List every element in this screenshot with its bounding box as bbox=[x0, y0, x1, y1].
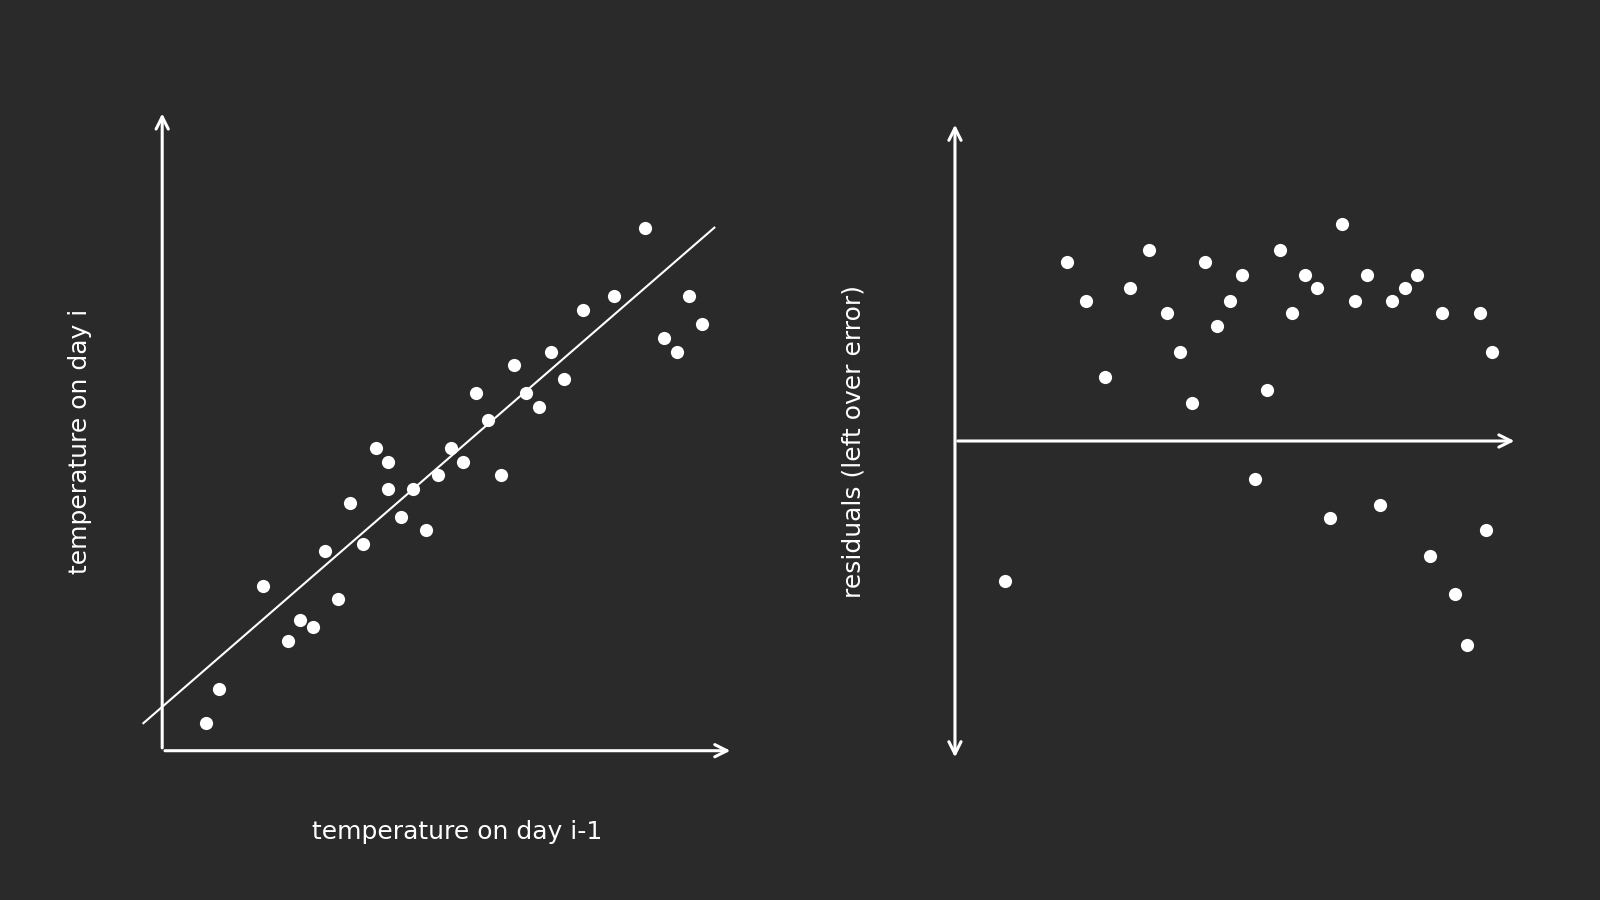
Point bbox=[312, 544, 338, 558]
Point bbox=[1480, 345, 1506, 359]
Point bbox=[1392, 281, 1418, 295]
Point bbox=[992, 574, 1018, 589]
Point bbox=[501, 358, 526, 373]
Point bbox=[539, 345, 565, 359]
Point bbox=[1418, 549, 1443, 563]
Point bbox=[462, 385, 488, 400]
Point bbox=[526, 400, 552, 414]
Point bbox=[664, 345, 690, 359]
Point bbox=[1366, 498, 1392, 512]
Point bbox=[1254, 382, 1280, 397]
Point bbox=[1054, 255, 1080, 269]
Point bbox=[400, 482, 426, 497]
Point bbox=[1136, 242, 1162, 256]
Point bbox=[376, 482, 402, 497]
Point bbox=[1317, 510, 1342, 525]
Point bbox=[275, 634, 301, 648]
Point bbox=[1474, 523, 1499, 537]
Point bbox=[475, 413, 501, 428]
Point bbox=[299, 619, 325, 634]
Point bbox=[570, 303, 595, 318]
Point bbox=[677, 289, 702, 303]
Point bbox=[602, 289, 627, 303]
Point bbox=[413, 523, 438, 537]
Point bbox=[363, 441, 389, 455]
Point bbox=[1293, 268, 1318, 283]
Point bbox=[1155, 306, 1181, 320]
Text: residuals (left over error): residuals (left over error) bbox=[842, 284, 866, 598]
Point bbox=[1379, 293, 1405, 308]
Point bbox=[338, 496, 363, 510]
Point bbox=[1218, 293, 1243, 308]
Point bbox=[632, 220, 658, 235]
Point bbox=[1467, 306, 1493, 320]
Point bbox=[651, 330, 677, 345]
Point bbox=[550, 372, 576, 386]
Point bbox=[1429, 306, 1454, 320]
Point bbox=[325, 592, 350, 607]
Point bbox=[376, 454, 402, 469]
Point bbox=[1405, 268, 1430, 283]
Point bbox=[488, 468, 514, 482]
Point bbox=[451, 454, 477, 469]
Point bbox=[1179, 395, 1205, 410]
Point bbox=[1074, 293, 1099, 308]
Point bbox=[1454, 638, 1480, 652]
Point bbox=[690, 317, 715, 331]
Point bbox=[1342, 293, 1368, 308]
Text: temperature on day i: temperature on day i bbox=[67, 309, 93, 573]
Text: temperature on day i-1: temperature on day i-1 bbox=[312, 820, 603, 844]
Point bbox=[1117, 281, 1142, 295]
Point bbox=[194, 716, 219, 731]
Point bbox=[1442, 587, 1467, 601]
Point bbox=[1330, 217, 1355, 231]
Point bbox=[1229, 268, 1254, 283]
Point bbox=[1166, 345, 1192, 359]
Point bbox=[1205, 319, 1230, 333]
Point bbox=[350, 537, 376, 552]
Point bbox=[514, 385, 539, 400]
Point bbox=[387, 509, 413, 524]
Point bbox=[206, 681, 232, 696]
Point bbox=[1304, 281, 1330, 295]
Point bbox=[438, 441, 464, 455]
Point bbox=[1267, 242, 1293, 256]
Point bbox=[1192, 255, 1218, 269]
Point bbox=[1093, 370, 1118, 384]
Point bbox=[288, 613, 314, 627]
Point bbox=[426, 468, 451, 482]
Point bbox=[250, 579, 275, 593]
Point bbox=[1242, 472, 1267, 487]
Point bbox=[1355, 268, 1381, 283]
Point bbox=[1280, 306, 1306, 320]
